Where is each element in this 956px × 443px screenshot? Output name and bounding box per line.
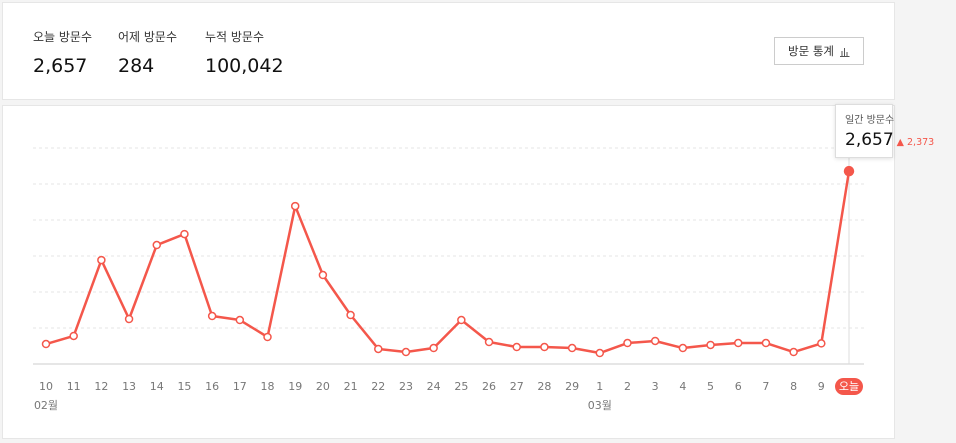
x-tick-label: 8	[790, 380, 797, 393]
x-tick-label: 27	[510, 380, 524, 393]
stat-label: 어제 방문수	[118, 30, 178, 44]
line	[45, 170, 851, 355]
summary-panel	[2, 2, 895, 100]
point	[484, 337, 494, 347]
bar-icon	[839, 47, 850, 57]
x-tick-label: 1	[596, 380, 603, 393]
point	[346, 310, 355, 320]
tooltip-title: 일간 방문수	[845, 115, 895, 126]
x-tick-label: 21	[344, 380, 358, 393]
x-tick-label: 6	[735, 380, 742, 393]
month-label: 03월	[588, 399, 612, 412]
x-tick-label: 23	[399, 380, 413, 393]
x-tick-label: 14	[150, 380, 164, 393]
x-tick-label: 20	[316, 380, 330, 393]
point	[235, 315, 245, 325]
x-tick-label: 7	[762, 380, 769, 393]
point	[678, 343, 688, 353]
x-tick-label: 17	[233, 380, 247, 393]
x-tick-label: 11	[67, 380, 81, 393]
point	[789, 347, 798, 357]
point	[733, 338, 743, 348]
x-tick-label: 25	[454, 380, 468, 393]
tooltip-change-value: 2,373	[907, 137, 935, 148]
chart-panel	[2, 105, 895, 439]
point	[152, 240, 162, 250]
x-tick-label: 26	[482, 380, 496, 393]
tooltip: 일간 방문수 2,657 ▲ 2,373	[835, 104, 934, 158]
month-label: 02월	[34, 399, 58, 412]
x-tick-label: 4	[679, 380, 686, 393]
x-tick-label: 29	[565, 380, 579, 393]
stat-value: 2,657	[33, 55, 88, 77]
point	[374, 344, 383, 354]
x-tick-label: 3	[652, 380, 659, 393]
stat: 오늘 방문수 2,657	[33, 28, 92, 77]
point	[429, 343, 438, 353]
point	[318, 270, 328, 280]
stat: 어제 방문수 284	[118, 28, 177, 77]
x-tick-label: 18	[261, 380, 275, 393]
button-label: 방문 통계	[788, 44, 834, 58]
point	[567, 343, 577, 353]
stat-value: 284	[118, 55, 155, 77]
x-tick-label: 22	[371, 380, 385, 393]
x-tick-label: 13	[122, 380, 136, 393]
point	[540, 342, 549, 352]
point	[41, 339, 51, 349]
point	[97, 255, 106, 265]
point	[706, 340, 715, 350]
stat-label: 누적 방문수	[205, 30, 265, 44]
point	[290, 201, 300, 211]
point	[69, 331, 78, 341]
x-tick-label: 16	[205, 380, 219, 393]
point	[843, 165, 855, 177]
stat: 누적 방문수 100,042	[205, 28, 284, 77]
point	[595, 348, 605, 358]
point	[650, 336, 660, 346]
point	[761, 338, 771, 348]
today-pill	[835, 378, 863, 395]
x-tick-label: 15	[177, 380, 191, 393]
x-tick-label: 12	[94, 380, 108, 393]
x-tick-label: 5	[707, 380, 714, 393]
point	[263, 332, 272, 342]
tooltip-change: ▲ 2,373	[896, 137, 935, 148]
x-tick-label: 9	[818, 380, 825, 393]
x-tick-label: 24	[427, 380, 441, 393]
x-tick-label: 19	[288, 380, 302, 393]
point	[817, 339, 826, 348]
stat-value: 100,042	[205, 55, 284, 77]
x-tick-label: 28	[537, 380, 551, 393]
x-tick-label: 10	[39, 380, 53, 393]
point	[180, 229, 189, 239]
point	[401, 347, 411, 357]
point	[124, 314, 134, 324]
point	[623, 338, 632, 348]
point	[512, 342, 521, 352]
x-tick-label: 오늘	[839, 380, 859, 393]
point	[457, 315, 466, 325]
stats-button[interactable]: 방문 통계	[774, 37, 864, 65]
x-tick-label: 2	[624, 380, 631, 393]
stat-label: 오늘 방문수	[33, 30, 93, 44]
tooltip-value: 2,657	[845, 130, 894, 150]
point	[207, 311, 217, 321]
